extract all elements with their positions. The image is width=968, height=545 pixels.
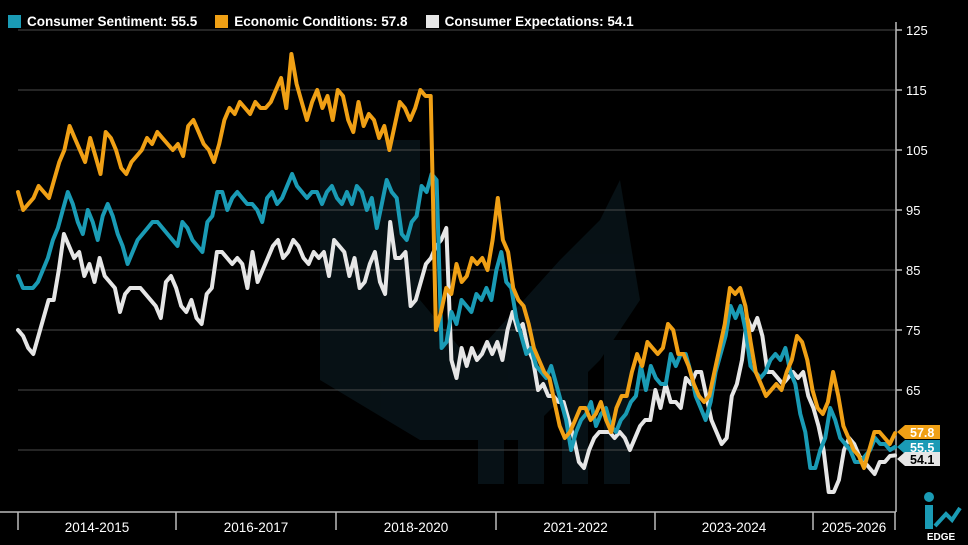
- series-line-consumer-sentiment: [16, 172, 897, 470]
- legend-swatch-expectations: [425, 15, 439, 28]
- legend-label-expectations: Consumer Expectations: 54.1: [444, 14, 634, 29]
- end-label-economic-conditions: 57.8: [897, 425, 940, 440]
- x-period-label: 2021-2022: [543, 520, 608, 535]
- y-axis: 125 115 105 95 85 75 65: [895, 22, 928, 512]
- watermark-bar-2: [518, 402, 544, 484]
- legend-item-sentiment[interactable]: Consumer Sentiment: 55.5: [8, 14, 197, 29]
- legend-item-conditions[interactable]: Economic Conditions: 57.8: [215, 14, 408, 29]
- y-tick-label: 85: [906, 263, 920, 278]
- y-tick-label: 65: [906, 383, 920, 398]
- y-tick-label: 105: [906, 143, 928, 158]
- logo-arrow-icon: [933, 506, 962, 528]
- logo-dot-icon: [924, 492, 934, 502]
- legend-item-expectations[interactable]: Consumer Expectations: 54.1: [425, 14, 634, 29]
- series-layer: [16, 52, 897, 494]
- end-label-bg: [897, 425, 940, 439]
- x-period-label: 2018-2020: [384, 520, 449, 535]
- end-labels: 57.855.554.1: [897, 425, 940, 467]
- legend-label-sentiment: Consumer Sentiment: 55.5: [27, 14, 198, 29]
- logo-stem-icon: [925, 505, 933, 529]
- end-label-consumer-sentiment: 55.5: [897, 440, 940, 455]
- legend-swatch-sentiment: [8, 15, 21, 28]
- legend: Consumer Sentiment: 55.5 Economic Condit…: [8, 14, 634, 29]
- y-tick-label: 75: [906, 323, 920, 338]
- x-period-label: 2023-2024: [702, 520, 767, 535]
- end-label-text: 57.8: [910, 426, 934, 440]
- logo-text: EDGE: [927, 532, 956, 542]
- end-label-text: 54.1: [910, 453, 934, 467]
- x-period-label: 2014-2015: [65, 520, 130, 535]
- y-tick-label: 95: [906, 203, 920, 218]
- y-tick-label: 115: [906, 83, 927, 98]
- watermark-letter: [320, 140, 640, 440]
- x-axis: 2014-2015 2016-2017 2018-2020 2021-2022 2023…: [0, 511, 896, 535]
- legend-label-conditions: Economic Conditions: 57.8: [234, 14, 408, 29]
- end-label-bg: [897, 452, 940, 466]
- end-label-consumer-expectations: 54.1: [897, 452, 940, 467]
- end-label-text: 55.5: [910, 441, 934, 455]
- legend-swatch-conditions: [215, 15, 229, 28]
- x-period-label: 2025-2026: [822, 520, 887, 535]
- watermark-logo: [320, 140, 640, 484]
- brand-logo: EDGE: [924, 492, 962, 542]
- y-tick-label: 125: [906, 23, 928, 38]
- x-period-label: 2016-2017: [224, 520, 289, 535]
- end-label-bg: [897, 440, 940, 454]
- series-line-economic-conditions: [16, 52, 897, 470]
- watermark-bar-1: [478, 424, 504, 484]
